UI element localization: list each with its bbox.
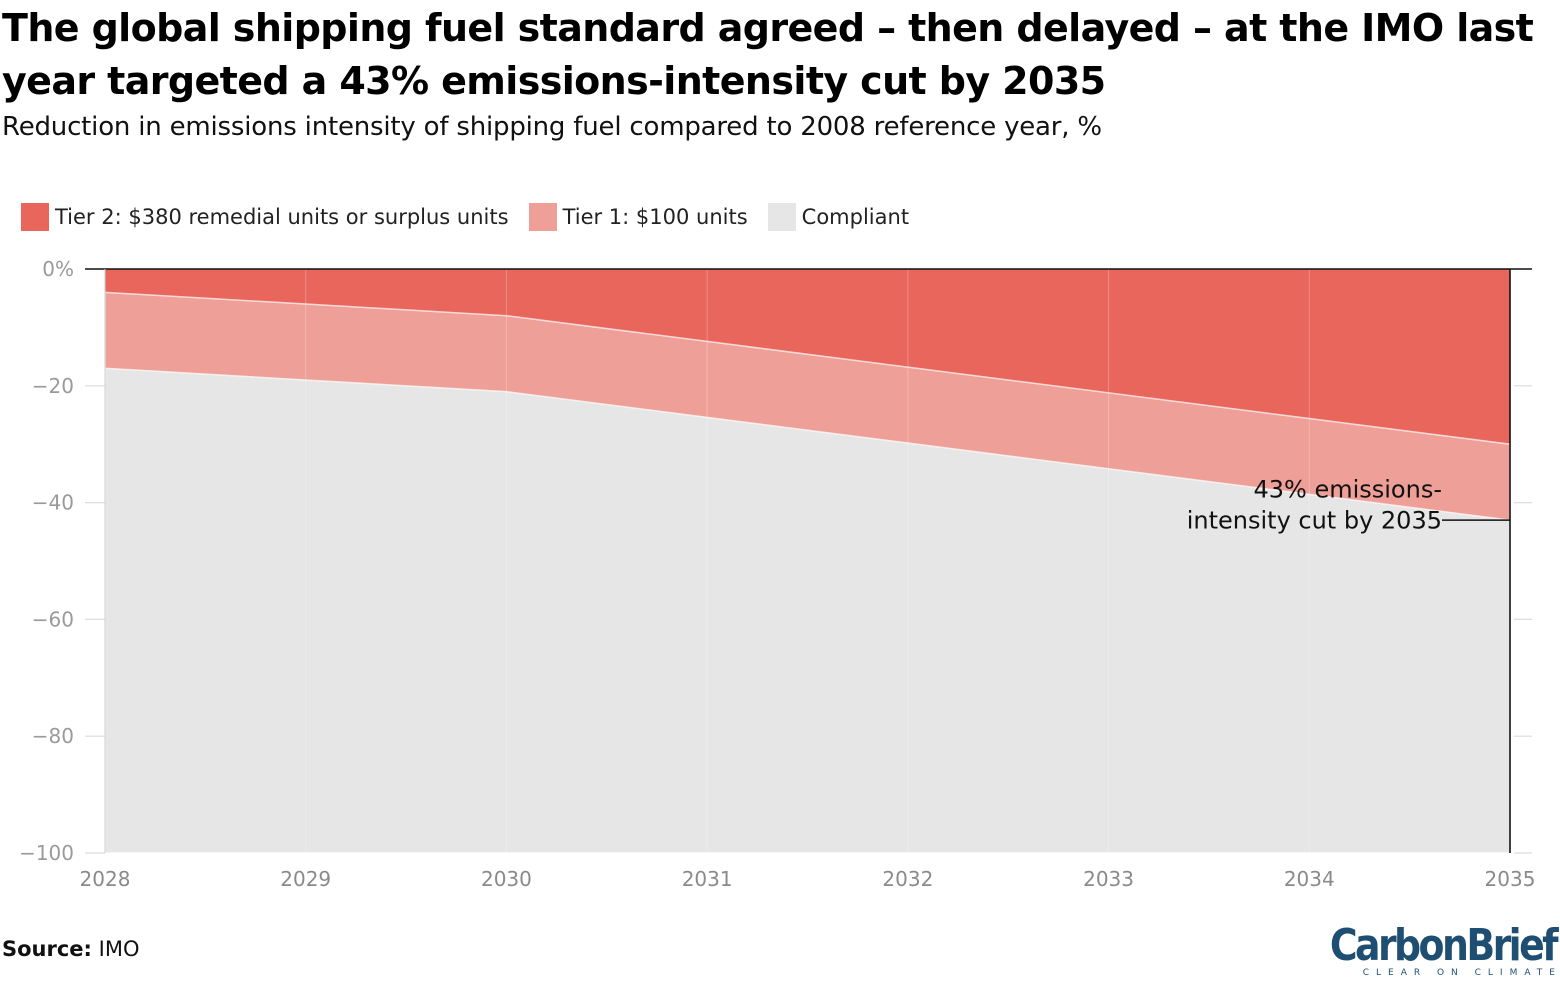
source-label: Source:	[2, 937, 92, 961]
x-tick-label-2031: 2031	[682, 867, 733, 891]
x-tick-label-2035: 2035	[1485, 867, 1536, 891]
legend-item-tier2: Tier 2: $380 remedial units or surplus u…	[21, 203, 509, 231]
source-value: IMO	[98, 937, 140, 961]
legend-item-compliant: Compliant	[767, 203, 910, 231]
legend-swatch-tier1	[528, 203, 557, 231]
y-tick-label-2: −40	[32, 491, 74, 515]
chart-subtitle: Reduction in emissions intensity of ship…	[2, 112, 1102, 142]
y-tick-label-4: −80	[32, 724, 74, 748]
logo-wordmark: CarbonBrief	[1329, 920, 1559, 971]
chart-title: The global shipping fuel standard agreed…	[2, 6, 1534, 103]
legend-item-tier1: Tier 1: $100 units	[528, 203, 748, 231]
x-tick-label-2032: 2032	[882, 867, 933, 891]
legend-swatch-tier2	[21, 203, 49, 231]
legend-swatch-compliant	[767, 203, 796, 231]
carbonbrief-logo: CarbonBrief CLEAR ON CLIMATE	[1293, 920, 1559, 979]
source-note: Source: IMO	[2, 937, 139, 961]
logo-tagline: CLEAR ON CLIMATE	[1362, 968, 1560, 978]
legend: Tier 2: $380 remedial units or surplus u…	[21, 203, 929, 231]
x-tick-label-2029: 2029	[280, 867, 331, 891]
annotation-text-line-1: 43% emissions-	[1253, 476, 1442, 504]
legend-label-compliant: Compliant	[801, 205, 910, 229]
x-tick-label-2033: 2033	[1083, 867, 1134, 891]
legend-label-tier2: Tier 2: $380 remedial units or surplus u…	[55, 205, 509, 229]
y-tick-label-1: −20	[32, 374, 74, 398]
y-tick-label-3: −60	[32, 607, 74, 631]
y-tick-label-5: −100	[19, 841, 74, 865]
annotation-text-line-2: intensity cut by 2035	[1187, 507, 1442, 535]
x-tick-label-2034: 2034	[1284, 867, 1335, 891]
x-tick-label-2030: 2030	[481, 867, 532, 891]
y-tick-label-0: 0%	[42, 257, 74, 281]
x-tick-label-2028: 2028	[80, 867, 131, 891]
legend-label-tier1: Tier 1: $100 units	[562, 205, 748, 229]
area-series-3	[104, 367, 1511, 854]
